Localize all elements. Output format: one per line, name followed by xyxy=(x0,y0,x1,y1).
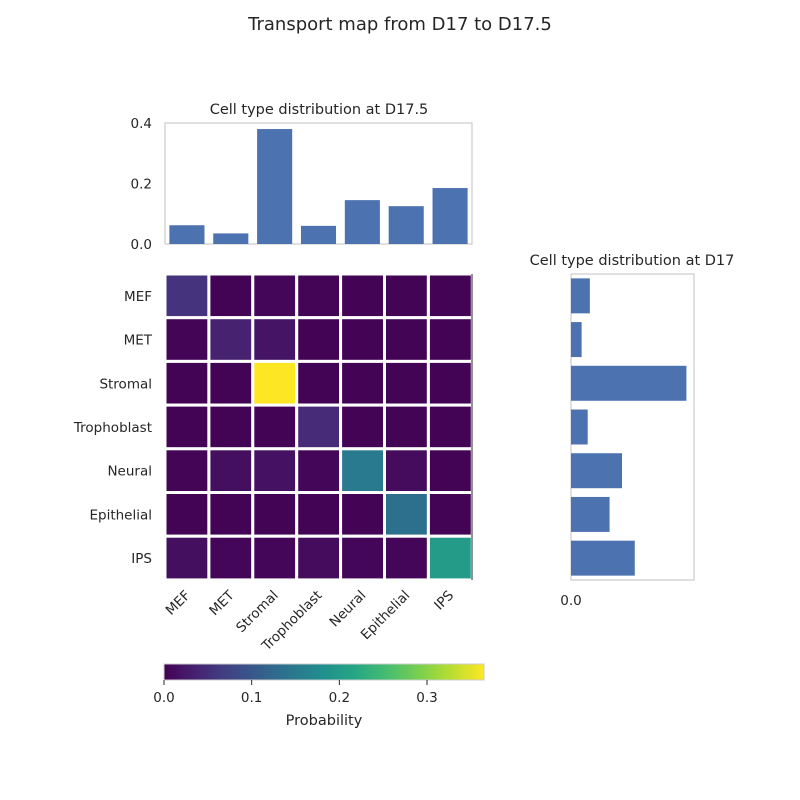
heatmap-cell xyxy=(295,272,343,320)
heatmap-cell xyxy=(426,403,474,451)
heatmap-cell xyxy=(426,447,474,494)
heatmap-col-label: MET xyxy=(206,587,238,619)
figure-title: Transport map from D17 to D17.5 xyxy=(247,14,552,35)
heatmap-col-label: Neural xyxy=(327,588,370,631)
heatmap-row-label: Stromal xyxy=(99,376,152,392)
top-bar-chart-title: Cell type distribution at D17.5 xyxy=(210,102,429,118)
colorbar-tick-label: 0.3 xyxy=(416,690,437,706)
heatmap-cell xyxy=(251,534,299,582)
colorbar-tick-label: 0.0 xyxy=(153,690,174,706)
top-bar xyxy=(432,188,468,244)
right-bar xyxy=(571,322,582,358)
right-bar xyxy=(571,540,635,576)
heatmap-row-label: Neural xyxy=(107,464,152,480)
heatmap-col-label: IPS xyxy=(431,588,457,614)
colorbar: 0.0 0.1 0.2 0.3 Probability xyxy=(153,663,485,729)
heatmap-cell xyxy=(163,272,211,320)
heatmap-cell xyxy=(295,534,343,582)
heatmap-cell xyxy=(207,534,255,582)
heatmap-cell xyxy=(383,491,430,538)
heatmap-cell xyxy=(426,316,474,363)
top-bar-ytick-label: 0.4 xyxy=(131,116,152,132)
heatmap-col-label: MEF xyxy=(163,588,194,619)
top-bar xyxy=(300,225,337,244)
heatmap-cell xyxy=(207,359,255,407)
heatmap-cell xyxy=(207,316,255,363)
heatmap-row-label: MET xyxy=(124,333,153,349)
heatmap-cell xyxy=(251,403,299,451)
heatmap-cell xyxy=(295,403,343,451)
heatmap-cell xyxy=(163,447,211,494)
heatmap-cell xyxy=(339,403,387,451)
top-bar xyxy=(169,225,205,244)
top-bar xyxy=(344,200,380,244)
heatmap-row-label: MEF xyxy=(124,289,152,305)
right-bar xyxy=(571,453,623,489)
top-bar-ytick-label: 0.0 xyxy=(131,237,152,253)
top-bar xyxy=(388,206,424,244)
heatmap-cell xyxy=(163,491,211,538)
top-bar xyxy=(257,129,293,244)
heatmap-cell xyxy=(426,272,474,320)
heatmap-row-label: IPS xyxy=(131,551,152,567)
right-bar-chart: Cell type distribution at D17 0.0 xyxy=(530,253,735,609)
right-bar xyxy=(571,496,610,532)
heatmap-cell xyxy=(383,359,430,407)
heatmap-cell xyxy=(163,403,211,451)
heatmap-cell xyxy=(339,447,387,494)
right-bar-chart-title: Cell type distribution at D17 xyxy=(530,253,735,269)
heatmap-cell xyxy=(339,316,387,363)
heatmap-cell xyxy=(207,272,255,320)
heatmap-cell xyxy=(251,316,299,363)
heatmap-cell xyxy=(207,447,255,494)
heatmap-cell xyxy=(383,534,430,582)
heatmap-cell xyxy=(426,359,474,407)
heatmap-cell xyxy=(339,272,387,320)
heatmap-cell xyxy=(339,359,387,407)
colorbar-gradient xyxy=(163,663,485,681)
right-bar-xtick-label: 0.0 xyxy=(560,593,581,609)
colorbar-label: Probability xyxy=(286,713,363,729)
colorbar-tick-label: 0.1 xyxy=(241,690,262,706)
heatmap-cell xyxy=(383,316,430,363)
top-bar xyxy=(213,233,249,244)
heatmap-cell xyxy=(426,534,474,582)
heatmap-cell xyxy=(295,447,343,494)
heatmap-cell xyxy=(251,272,299,320)
heatmap-cell xyxy=(163,534,211,582)
heatmap-cell xyxy=(251,491,299,538)
right-bar xyxy=(571,278,590,314)
heatmap-cell xyxy=(295,359,343,407)
right-bar-chart-frame xyxy=(570,273,695,581)
heatmap-cell xyxy=(163,359,211,407)
heatmap-cell xyxy=(207,491,255,538)
heatmap-cell xyxy=(383,272,430,320)
heatmap-cell xyxy=(383,403,430,451)
heatmap-cell xyxy=(251,447,299,494)
top-bar-chart: Cell type distribution at D17.5 0.0 0.2 0.… xyxy=(131,102,473,253)
colorbar-tick-label: 0.2 xyxy=(329,690,350,706)
heatmap-row-label: Epithelial xyxy=(89,507,152,523)
heatmap: MEF MET Stromal Trophoblast Neural Epithelial… xyxy=(73,272,474,655)
heatmap-cell xyxy=(163,316,211,363)
right-bar xyxy=(571,409,588,445)
right-bar xyxy=(571,365,687,401)
heatmap-cell xyxy=(251,359,299,407)
heatmap-cell xyxy=(383,447,430,494)
heatmap-cell xyxy=(339,491,387,538)
heatmap-cell xyxy=(295,491,343,538)
heatmap-cell xyxy=(339,534,387,582)
heatmap-cell xyxy=(426,491,474,538)
heatmap-cell xyxy=(207,403,255,451)
heatmap-cell xyxy=(295,316,343,363)
top-bar-ytick-label: 0.2 xyxy=(131,177,152,193)
heatmap-row-label: Trophoblast xyxy=(73,420,152,436)
